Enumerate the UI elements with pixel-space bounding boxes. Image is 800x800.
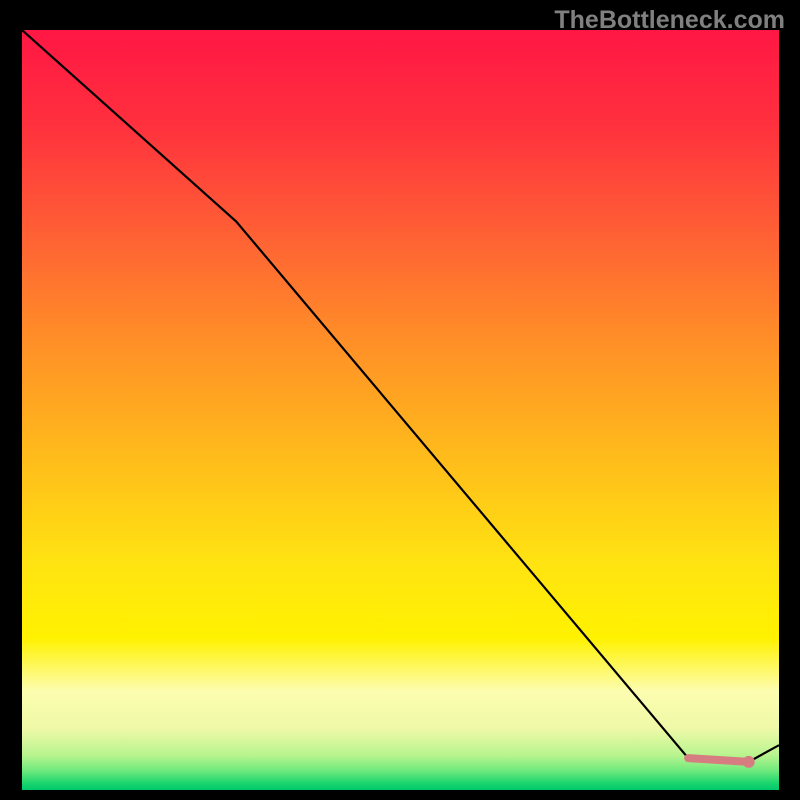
watermark-text: TheBottleneck.com — [554, 6, 785, 35]
gradient-background — [22, 30, 779, 790]
highlight-marker — [743, 756, 755, 768]
chart-svg — [22, 30, 779, 790]
chart-container: TheBottleneck.com — [0, 0, 800, 800]
plot-area — [22, 30, 779, 790]
highlight-segment — [688, 758, 749, 762]
